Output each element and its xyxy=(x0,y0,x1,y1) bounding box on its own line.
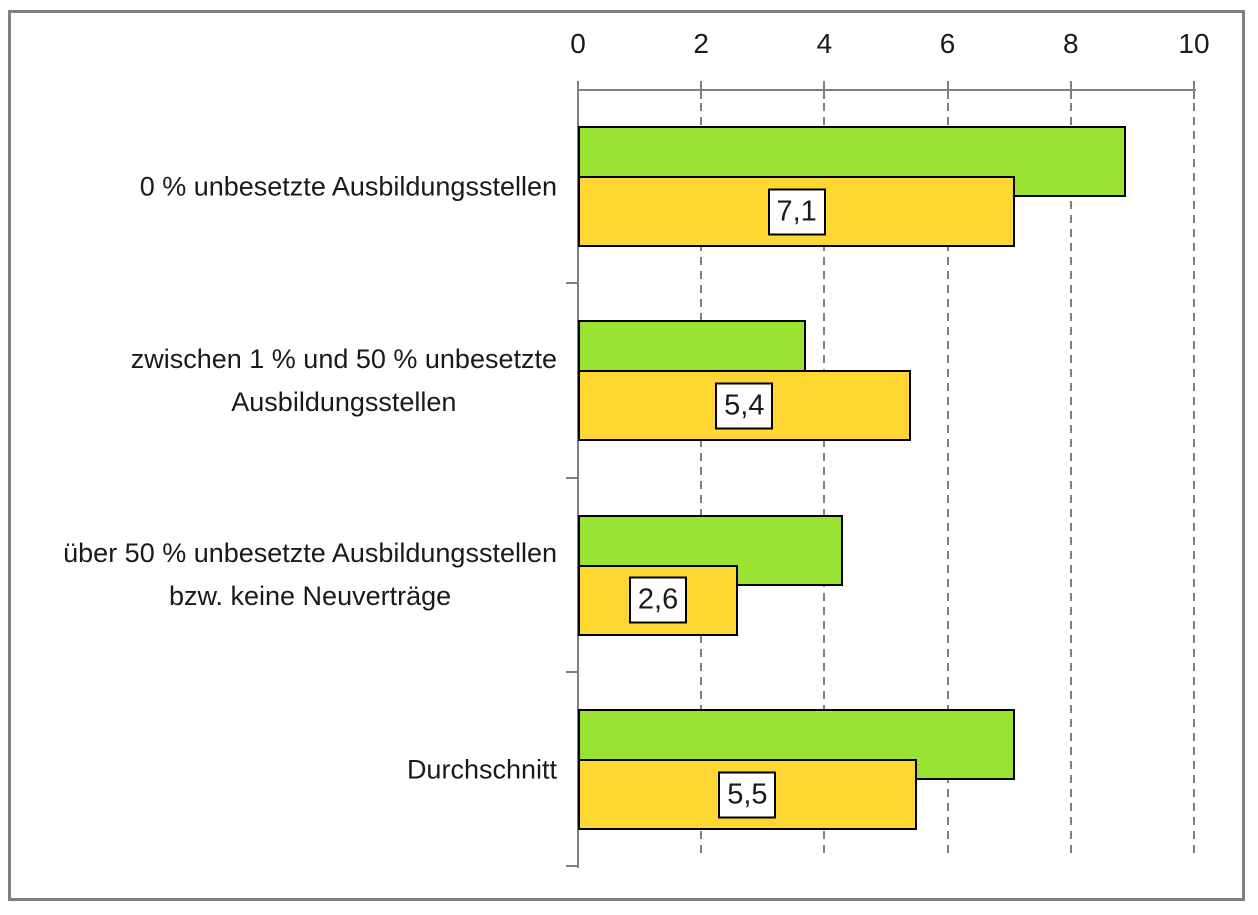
category-axis-tick-2 xyxy=(566,476,578,479)
category-label-text-0: 0 % unbesetzte Ausbildungsstellen xyxy=(139,171,557,201)
category-label-0: 0 % unbesetzte Ausbildungsstellen xyxy=(0,165,557,208)
x-axis-tick-2 xyxy=(700,81,703,99)
category-axis-tick-1 xyxy=(566,282,578,285)
value-label-1: 5,4 xyxy=(715,382,774,430)
category-label-2: über 50 % unbesetzte Ausbildungsstellen b… xyxy=(0,532,557,618)
category-axis-tick-3 xyxy=(566,670,578,673)
x-axis-tick-label-0: 0 xyxy=(570,28,586,59)
x-axis-tick-10 xyxy=(1193,81,1195,99)
gridline-6 xyxy=(946,89,949,859)
category-label-1: zwischen 1 % und 50 % unbesetzte Ausbildu… xyxy=(0,338,557,424)
category-label-3: Durchschnitt xyxy=(0,748,557,791)
x-axis-tick-label-2: 2 xyxy=(693,28,709,59)
gridline-8 xyxy=(1069,89,1072,859)
x-axis-tick-label-4: 4 xyxy=(816,28,833,59)
value-label-0: 7,1 xyxy=(767,188,826,235)
x-axis-tick-6 xyxy=(946,81,949,99)
x-axis-tick-4 xyxy=(823,81,826,99)
value-label-2: 2,6 xyxy=(629,576,688,624)
gridline-10 xyxy=(1193,89,1195,859)
gridline-4 xyxy=(823,89,826,859)
x-axis-tick-label-10: 10 xyxy=(1178,28,1210,59)
x-axis-tick-label-8: 8 xyxy=(1063,28,1079,59)
category-label-text-1: zwischen 1 % und 50 % unbesetzte Ausbildu… xyxy=(130,343,557,417)
value-label-3: 5,5 xyxy=(718,771,777,819)
y-axis-line xyxy=(577,81,579,868)
gridline-2 xyxy=(700,89,703,859)
x-axis-tick-label-6: 6 xyxy=(939,28,956,59)
x-axis-line xyxy=(578,89,1196,91)
category-label-text-2: über 50 % unbesetzte Ausbildungsstellen b… xyxy=(63,538,557,612)
chart-frame-border xyxy=(8,10,1245,901)
category-label-text-3: Durchschnitt xyxy=(406,754,557,785)
category-axis-tick-4 xyxy=(566,865,578,868)
x-axis-tick-8 xyxy=(1069,81,1072,99)
bar-yellow-series-1 xyxy=(578,370,911,442)
